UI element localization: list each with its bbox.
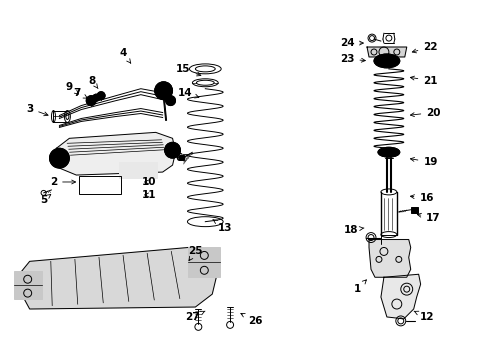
Bar <box>178 155 184 160</box>
Circle shape <box>49 148 69 168</box>
Text: 6: 6 <box>175 153 187 163</box>
Bar <box>188 247 220 277</box>
Bar <box>79 176 121 194</box>
Polygon shape <box>380 274 420 319</box>
Text: 3: 3 <box>26 104 48 116</box>
Bar <box>14 271 41 299</box>
Text: 11: 11 <box>141 190 156 200</box>
Text: 16: 16 <box>409 193 433 203</box>
Text: 13: 13 <box>212 219 232 233</box>
Polygon shape <box>368 239 410 277</box>
Text: 12: 12 <box>413 311 433 322</box>
Circle shape <box>86 96 96 105</box>
Ellipse shape <box>373 54 399 68</box>
Text: 20: 20 <box>409 108 440 117</box>
Circle shape <box>93 94 100 101</box>
Text: 4: 4 <box>119 48 130 63</box>
Circle shape <box>164 142 180 158</box>
Text: 7: 7 <box>74 88 87 98</box>
Polygon shape <box>56 132 175 175</box>
Text: 8: 8 <box>88 76 98 89</box>
Text: 25: 25 <box>188 247 202 261</box>
Text: 15: 15 <box>176 64 201 76</box>
Ellipse shape <box>377 147 399 157</box>
Text: 24: 24 <box>339 38 363 48</box>
Circle shape <box>165 96 175 105</box>
Text: 18: 18 <box>343 225 363 235</box>
Text: 14: 14 <box>178 88 199 98</box>
Text: 1: 1 <box>353 280 366 294</box>
Circle shape <box>97 92 105 100</box>
Text: 10: 10 <box>141 177 156 187</box>
Circle shape <box>154 82 172 100</box>
Text: 5: 5 <box>40 194 51 205</box>
Text: 23: 23 <box>339 54 365 64</box>
Text: 17: 17 <box>416 213 440 223</box>
Text: 2: 2 <box>50 177 76 187</box>
Text: 19: 19 <box>409 157 437 167</box>
Text: 26: 26 <box>241 314 262 326</box>
Bar <box>410 207 417 213</box>
Bar <box>119 162 156 178</box>
Polygon shape <box>366 47 406 57</box>
Text: 22: 22 <box>411 42 437 53</box>
Text: 27: 27 <box>185 311 204 322</box>
Text: 21: 21 <box>409 76 437 86</box>
Text: 9: 9 <box>66 82 79 94</box>
Polygon shape <box>17 247 218 309</box>
